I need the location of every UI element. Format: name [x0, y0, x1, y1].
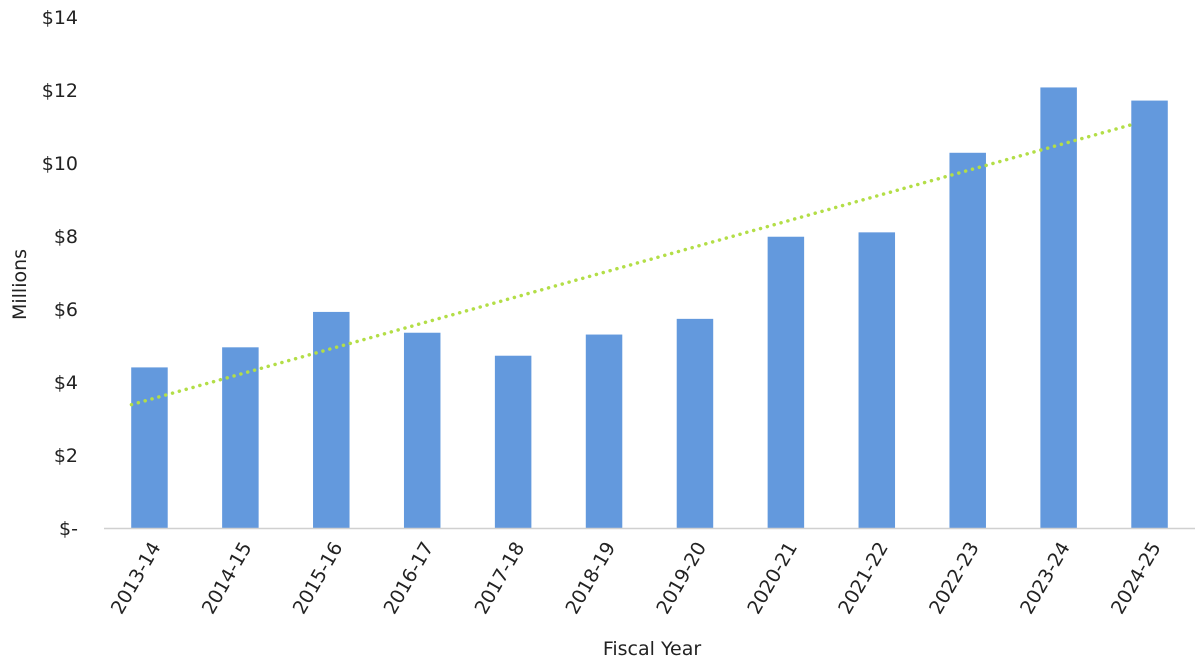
trendline: [129, 122, 1134, 407]
x-tick-label: 2022-23: [925, 538, 984, 618]
y-tick-label: $14: [42, 7, 78, 29]
y-tick-label: $6: [54, 299, 78, 321]
y-tick-label: $8: [54, 226, 78, 248]
bars: [131, 87, 1168, 529]
bar-2022-23: [949, 152, 986, 528]
bar-2021-22: [858, 232, 896, 528]
bar-2020-21: [767, 236, 805, 529]
y-tick-label: $10: [42, 153, 78, 175]
y-tick-label: $4: [54, 372, 78, 394]
x-axis-title: Fiscal Year: [603, 638, 702, 660]
bar-2018-19: [585, 334, 623, 528]
bar-2016-17: [403, 332, 441, 528]
y-axis-ticks: $- $2 $4 $6 $8 $10 $12 $14: [42, 7, 78, 540]
y-tick-label: $2: [54, 445, 78, 467]
bar-2019-20: [676, 318, 714, 528]
bar-2023-24: [1040, 87, 1077, 528]
y-tick-label: $12: [42, 80, 78, 102]
x-tick-label: 2014-15: [198, 538, 257, 618]
x-tick-label: 2021-22: [834, 538, 893, 618]
x-tick-label: 2018-19: [561, 538, 620, 618]
bar-2015-16: [313, 311, 350, 528]
y-tick-label: $-: [59, 518, 78, 540]
x-tick-label: 2019-20: [652, 538, 711, 618]
bar-2013-14: [131, 367, 168, 528]
bar-2024-25: [1131, 100, 1168, 528]
x-axis-ticks: 2013-14 2014-15 2015-16 2016-17 2017-18 2018-…: [107, 538, 1166, 618]
trendline-line: [129, 122, 1134, 407]
x-tick-label: 2015-16: [289, 538, 348, 618]
x-tick-label: 2023-24: [1016, 538, 1075, 618]
x-tick-label: 2017-18: [470, 538, 529, 618]
x-tick-label: 2013-14: [107, 538, 166, 618]
x-tick-label: 2020-21: [743, 538, 802, 618]
y-axis-title: Millions: [9, 249, 31, 320]
x-tick-label: 2024-25: [1107, 538, 1166, 618]
bar-2017-18: [494, 355, 532, 528]
x-tick-label: 2016-17: [380, 538, 439, 618]
